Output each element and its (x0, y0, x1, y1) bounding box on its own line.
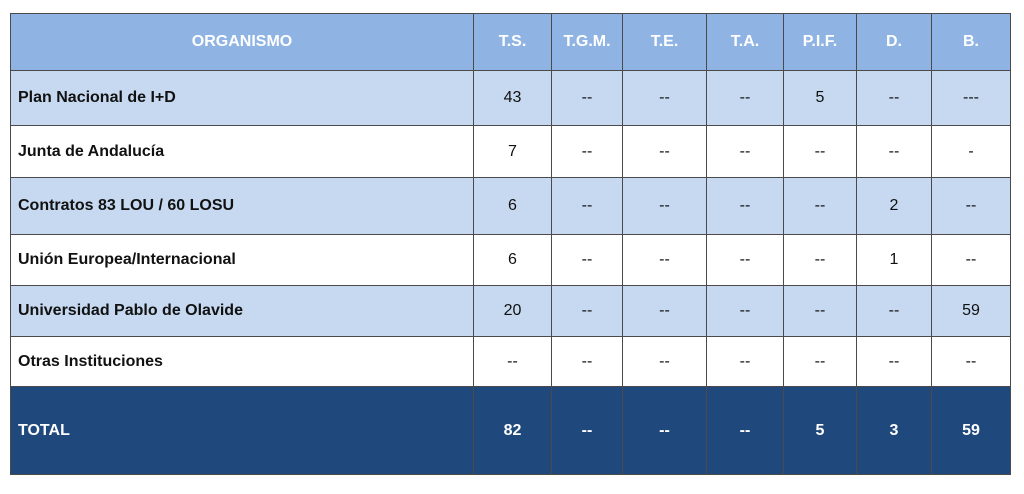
table-cell: 20 (473, 285, 552, 337)
table-cell: 1 (856, 234, 932, 286)
organism-name: Contratos 83 LOU / 60 LOSU (10, 177, 474, 235)
total-cell: -- (622, 386, 707, 475)
table-row: Otras Instituciones -- -- -- -- -- -- -- (10, 336, 1011, 387)
total-cell: -- (551, 386, 623, 475)
table-row: Universidad Pablo de Olavide 20 -- -- --… (10, 285, 1011, 337)
total-label: TOTAL (10, 386, 474, 475)
table-cell: -- (783, 285, 857, 337)
table-cell: -- (856, 70, 932, 126)
table-cell: -- (622, 285, 707, 337)
table-cell: -- (551, 70, 623, 126)
table-row: Junta de Andalucía 7 -- -- -- -- -- - (10, 125, 1011, 178)
table-cell: -- (622, 336, 707, 387)
table-row: Plan Nacional de I+D 43 -- -- -- 5 -- --… (10, 70, 1011, 126)
table-cell: -- (706, 177, 784, 235)
column-header-d: D. (856, 13, 932, 71)
organism-name: Unión Europea/Internacional (10, 234, 474, 286)
table-cell: -- (856, 336, 932, 387)
staff-by-organism-table: ORGANISMO T.S. T.G.M. T.E. T.A. P.I.F. D… (10, 13, 1011, 475)
table-cell: -- (783, 125, 857, 178)
table-cell: -- (931, 177, 1011, 235)
table-cell: -- (706, 70, 784, 126)
table-cell: -- (706, 234, 784, 286)
table-cell: -- (856, 285, 932, 337)
table-cell: 5 (783, 70, 857, 126)
header-row: ORGANISMO T.S. T.G.M. T.E. T.A. P.I.F. D… (10, 13, 1011, 71)
table-cell: -- (931, 234, 1011, 286)
total-cell: 82 (473, 386, 552, 475)
table-cell: - (931, 125, 1011, 178)
column-header-b: B. (931, 13, 1011, 71)
total-cell: 59 (931, 386, 1011, 475)
table-cell: -- (551, 285, 623, 337)
table-row: Contratos 83 LOU / 60 LOSU 6 -- -- -- --… (10, 177, 1011, 235)
table-cell: 2 (856, 177, 932, 235)
column-header-tgm: T.G.M. (551, 13, 623, 71)
table-cell: -- (856, 125, 932, 178)
table-cell: -- (931, 336, 1011, 387)
organism-name: Plan Nacional de I+D (10, 70, 474, 126)
table-row: Unión Europea/Internacional 6 -- -- -- -… (10, 234, 1011, 286)
organism-name: Junta de Andalucía (10, 125, 474, 178)
column-header-te: T.E. (622, 13, 707, 71)
table-cell: -- (622, 125, 707, 178)
column-header-organismo: ORGANISMO (10, 13, 474, 71)
table-cell: -- (551, 336, 623, 387)
total-cell: 3 (856, 386, 932, 475)
table-cell: -- (551, 234, 623, 286)
table-cell: 59 (931, 285, 1011, 337)
organism-name: Universidad Pablo de Olavide (10, 285, 474, 337)
table-cell: -- (783, 177, 857, 235)
table-cell: -- (551, 125, 623, 178)
organism-name: Otras Instituciones (10, 336, 474, 387)
column-header-pif: P.I.F. (783, 13, 857, 71)
table-cell: -- (473, 336, 552, 387)
table-cell: -- (622, 234, 707, 286)
table-cell: 43 (473, 70, 552, 126)
table-cell: -- (622, 70, 707, 126)
column-header-ts: T.S. (473, 13, 552, 71)
table-cell: -- (783, 234, 857, 286)
total-row: TOTAL 82 -- -- -- 5 3 59 (10, 386, 1011, 475)
column-header-ta: T.A. (706, 13, 784, 71)
table-cell: 6 (473, 234, 552, 286)
total-cell: 5 (783, 386, 857, 475)
table-cell: -- (783, 336, 857, 387)
table-cell: -- (706, 125, 784, 178)
total-cell: -- (706, 386, 784, 475)
table-cell: -- (706, 336, 784, 387)
table-cell: 7 (473, 125, 552, 178)
table-cell: -- (622, 177, 707, 235)
table-cell: 6 (473, 177, 552, 235)
table-cell: -- (706, 285, 784, 337)
table-cell: --- (931, 70, 1011, 126)
table-cell: -- (551, 177, 623, 235)
